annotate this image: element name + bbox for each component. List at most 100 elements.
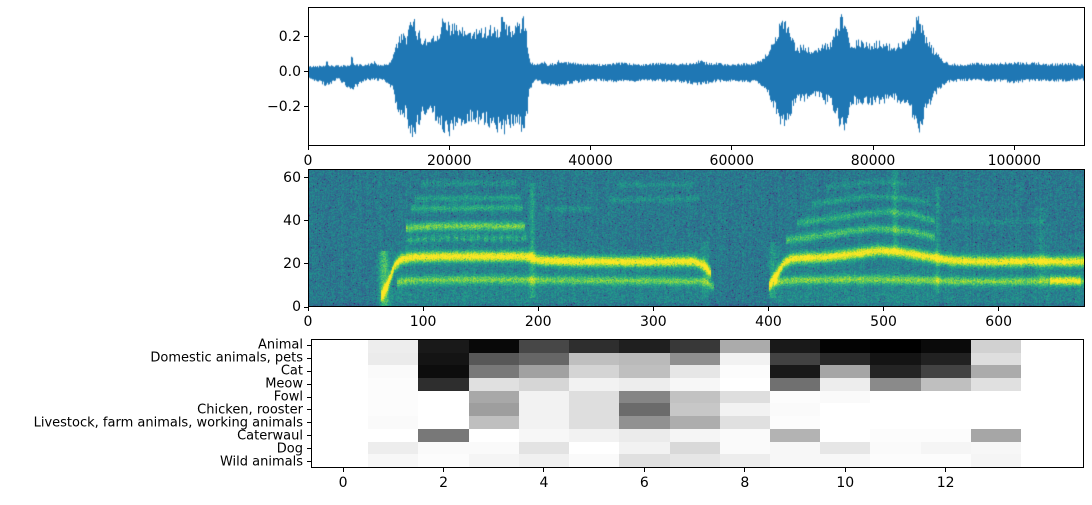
y-tick-label: 0.2 — [278, 28, 301, 45]
heatmap-cell — [920, 441, 971, 455]
y-tick-mark — [304, 220, 308, 222]
heatmap-cell — [569, 441, 620, 455]
heatmap-cell — [368, 365, 419, 379]
heatmap-cell — [669, 352, 720, 366]
heatmap-cell — [970, 340, 1021, 353]
y-tick-label: 40 — [283, 212, 301, 229]
y-tick-label: 0.0 — [278, 63, 301, 80]
heatmap-cell — [719, 441, 770, 455]
heatmap-cell — [569, 340, 620, 353]
heatmap-cell — [418, 378, 469, 391]
x-tick-mark — [883, 307, 885, 311]
heatmap-cell — [719, 416, 770, 429]
y-tick-mark — [307, 357, 311, 359]
heatmap-cell — [870, 416, 921, 429]
heatmap-cell — [970, 428, 1021, 442]
x-tick-mark — [443, 468, 445, 472]
heatmap-cell — [719, 390, 770, 404]
heatmap-cell — [920, 428, 971, 442]
x-tick-mark — [643, 468, 645, 472]
heatmap-cell — [870, 340, 921, 353]
heatmap-cell — [870, 454, 921, 467]
y-tick-label: 60 — [283, 169, 301, 186]
heatmap-cell — [769, 428, 821, 442]
heatmap-cell — [870, 365, 921, 379]
heatmap-cell — [920, 378, 971, 391]
heatmap-cell — [318, 441, 369, 455]
heatmap-cell — [669, 441, 720, 455]
heatmap-cell — [468, 416, 519, 429]
heatmap-cell — [318, 403, 369, 417]
heatmap-row-label: Fowl — [273, 389, 303, 405]
y-tick-mark — [307, 435, 311, 437]
x-tick-mark — [844, 468, 846, 472]
heatmap-cell — [569, 365, 620, 379]
heatmap-cell — [820, 428, 871, 442]
heatmap-cell — [368, 441, 419, 455]
heatmap-cell — [719, 365, 770, 379]
heatmap-row-label: Domestic animals, pets — [150, 350, 303, 366]
heatmap-cell — [870, 403, 921, 417]
heatmap-cell — [619, 390, 670, 404]
heatmap-cell — [518, 428, 570, 442]
heatmap-cell — [418, 403, 469, 417]
x-tick-mark — [652, 307, 654, 311]
heatmap-cell — [368, 352, 419, 366]
y-tick-mark — [307, 461, 311, 463]
heatmap-cell — [970, 403, 1021, 417]
x-tick-mark — [731, 146, 733, 150]
heatmap-cell — [769, 390, 821, 404]
heatmap-cell — [820, 441, 871, 455]
y-tick-label: 20 — [283, 255, 301, 272]
heatmap-cell — [870, 428, 921, 442]
heatmap-cell — [318, 378, 369, 391]
heatmap-cell — [518, 441, 570, 455]
heatmap-cell — [669, 416, 720, 429]
x-tick-mark — [307, 146, 309, 150]
heatmap-cell — [820, 340, 871, 353]
heatmap-cell — [518, 340, 570, 353]
heatmap-cell — [518, 378, 570, 391]
heatmap-cell — [669, 365, 720, 379]
heatmap-cell — [518, 365, 570, 379]
heatmap-cell — [518, 454, 570, 467]
heatmap-cell — [619, 428, 670, 442]
heatmap-cell — [468, 390, 519, 404]
heatmap-cell — [669, 378, 720, 391]
heatmap-row-label: Meow — [265, 376, 303, 392]
heatmap-cell — [468, 403, 519, 417]
heatmap-cell — [669, 340, 720, 353]
x-tick-mark — [998, 307, 1000, 311]
heatmap-cell — [970, 390, 1021, 404]
heatmap-row-label: Animal — [258, 337, 303, 353]
heatmap-cell — [619, 441, 670, 455]
heatmap-row-label: Caterwaul — [237, 428, 303, 444]
x-tick-mark — [422, 307, 424, 311]
heatmap-cell — [468, 441, 519, 455]
heatmap-cell — [769, 378, 821, 391]
x-tick-label: 20000 — [426, 153, 472, 169]
heatmap-cell — [820, 454, 871, 467]
heatmap-cell — [619, 454, 670, 467]
heatmap-cell — [418, 441, 469, 455]
x-tick-mark — [307, 307, 309, 311]
heatmap-cell — [820, 352, 871, 366]
heatmap-cell — [418, 340, 469, 353]
heatmap-cell — [870, 378, 921, 391]
heatmap-cell — [368, 390, 419, 404]
y-tick-mark — [304, 263, 308, 265]
heatmap-cell — [318, 454, 369, 467]
heatmap-cell — [920, 416, 971, 429]
x-tick-mark — [872, 146, 874, 150]
heatmap-cell — [719, 428, 770, 442]
heatmap-cell — [719, 454, 770, 467]
heatmap-cell — [518, 390, 570, 404]
heatmap-cell — [719, 403, 770, 417]
heatmap-cell — [569, 403, 620, 417]
heatmap-cell — [769, 416, 821, 429]
x-tick-label: 8 — [740, 475, 750, 491]
x-tick-label: 80000 — [850, 153, 896, 169]
heatmap-cell — [318, 416, 369, 429]
y-tick-mark — [307, 396, 311, 398]
heatmap-cell — [970, 378, 1021, 391]
